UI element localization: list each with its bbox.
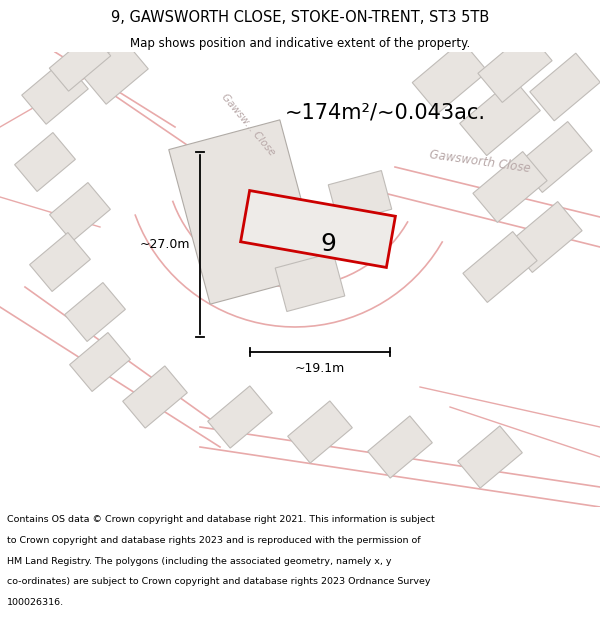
Polygon shape [14, 132, 76, 191]
Text: HM Land Registry. The polygons (including the associated geometry, namely x, y: HM Land Registry. The polygons (includin… [7, 556, 392, 566]
Polygon shape [29, 232, 91, 291]
Text: Gawsw... Close: Gawsw... Close [220, 92, 277, 158]
Polygon shape [22, 60, 88, 124]
Text: Map shows position and indicative extent of the property.: Map shows position and indicative extent… [130, 38, 470, 51]
Polygon shape [530, 53, 600, 121]
Polygon shape [508, 201, 582, 272]
Text: to Crown copyright and database rights 2023 and is reproduced with the permissio: to Crown copyright and database rights 2… [7, 536, 421, 545]
Text: ~19.1m: ~19.1m [295, 362, 345, 375]
Polygon shape [368, 416, 433, 478]
Polygon shape [50, 182, 110, 241]
Polygon shape [463, 231, 537, 302]
Text: 9: 9 [320, 232, 336, 256]
Polygon shape [241, 191, 395, 268]
Polygon shape [275, 253, 345, 311]
Polygon shape [473, 151, 547, 222]
Text: ~27.0m: ~27.0m [139, 238, 190, 251]
Polygon shape [82, 40, 148, 104]
Polygon shape [518, 121, 592, 192]
Polygon shape [122, 366, 187, 428]
Polygon shape [460, 78, 541, 156]
Text: ~174m²/~0.043ac.: ~174m²/~0.043ac. [285, 102, 486, 122]
Polygon shape [169, 120, 321, 304]
Text: Gawsworth Close: Gawsworth Close [428, 149, 532, 176]
Polygon shape [208, 386, 272, 448]
Text: Contains OS data © Crown copyright and database right 2021. This information is : Contains OS data © Crown copyright and d… [7, 515, 435, 524]
Polygon shape [65, 282, 125, 341]
Text: 9, GAWSWORTH CLOSE, STOKE-ON-TRENT, ST3 5TB: 9, GAWSWORTH CLOSE, STOKE-ON-TRENT, ST3 … [111, 11, 489, 26]
Polygon shape [287, 401, 352, 463]
Polygon shape [478, 31, 552, 102]
Text: co-ordinates) are subject to Crown copyright and database rights 2023 Ordnance S: co-ordinates) are subject to Crown copyr… [7, 578, 431, 586]
Polygon shape [70, 332, 130, 391]
Polygon shape [328, 171, 392, 223]
Polygon shape [49, 33, 111, 91]
Polygon shape [458, 426, 523, 488]
Polygon shape [412, 41, 488, 113]
Text: 100026316.: 100026316. [7, 598, 64, 607]
